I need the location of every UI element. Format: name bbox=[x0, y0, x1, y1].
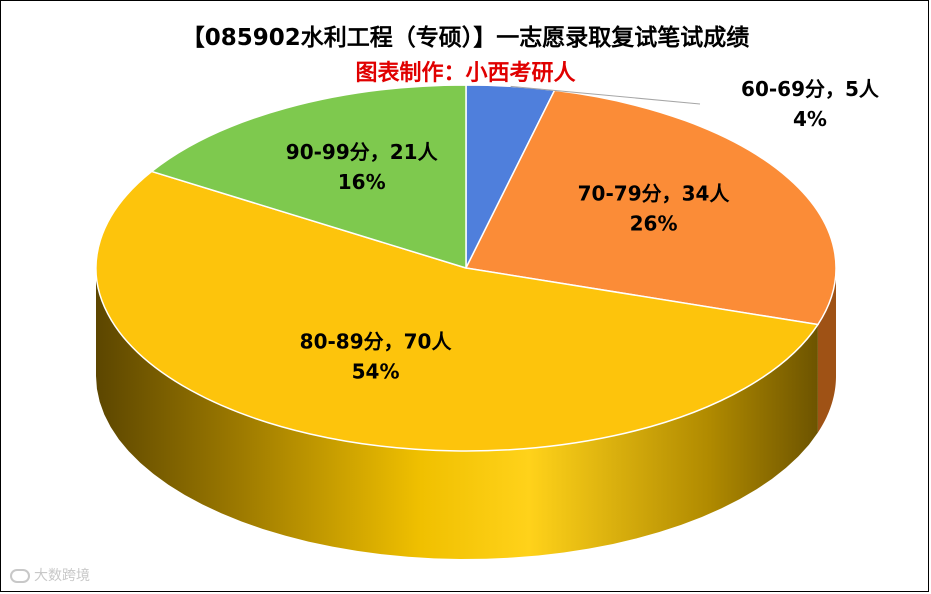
slice-label-80-89: 80-89分，70人 bbox=[300, 329, 453, 353]
slice-percent-60-69: 4% bbox=[793, 107, 827, 131]
pie-side-80-89 bbox=[96, 268, 818, 559]
leader-line-60-69 bbox=[510, 85, 701, 105]
pie-slice-70-79 bbox=[464, 89, 837, 326]
watermark: 大数跨境 bbox=[10, 565, 90, 585]
chart-title: 【085902水利工程（专硕）】一志愿录取复试笔试成绩 bbox=[181, 25, 750, 51]
slice-label-70-79: 70-79分，34人 bbox=[578, 181, 731, 205]
slice-label-60-69: 60-69分，5人 bbox=[741, 77, 880, 101]
pie-slice-90-99 bbox=[150, 84, 467, 270]
pie-sides bbox=[96, 268, 836, 559]
watermark-text: 大数跨境 bbox=[34, 568, 90, 584]
leader-lines bbox=[510, 85, 701, 105]
pie-slices bbox=[95, 84, 837, 452]
watermark-logo-icon bbox=[10, 569, 30, 583]
slice-percent-90-99: 16% bbox=[338, 170, 386, 194]
chart-subtitle: 图表制作：小西考研人 bbox=[355, 61, 576, 86]
slice-percent-80-89: 54% bbox=[352, 359, 400, 383]
slice-percent-70-79: 26% bbox=[630, 211, 678, 235]
slice-labels: 60-69分，5人 4% 70-79分，34人 26% 80-89分，70人 54% 90-… bbox=[286, 77, 880, 383]
pie-slice-80-89 bbox=[95, 170, 820, 452]
slice-label-90-99: 90-99分，21人 bbox=[286, 140, 439, 164]
pie-side-70-79 bbox=[817, 268, 836, 433]
